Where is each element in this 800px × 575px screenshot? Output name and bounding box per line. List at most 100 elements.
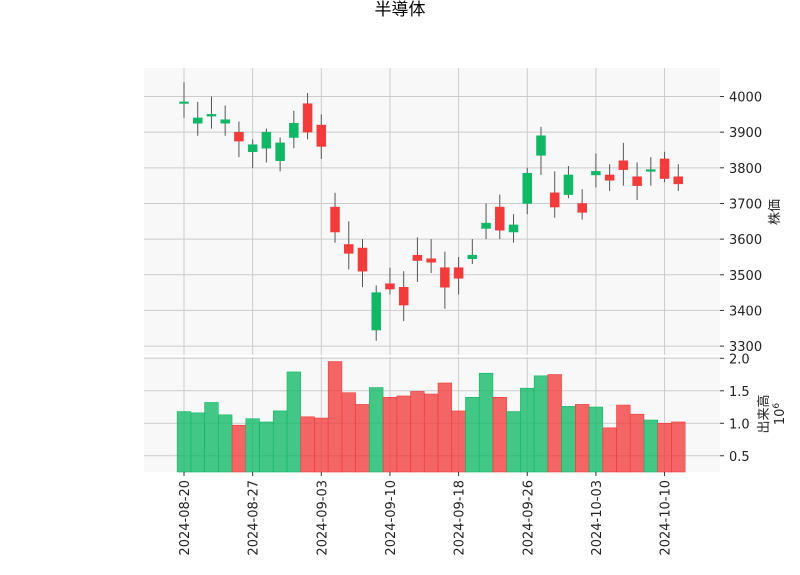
candle-body (591, 171, 601, 176)
volume-bar (629, 413, 645, 473)
candle-body (398, 287, 409, 306)
price-tick-label: 3600 (729, 233, 762, 248)
x-tick-label: 2024-10-03 (590, 480, 605, 556)
candle-body (247, 144, 258, 153)
candle-body (357, 247, 368, 272)
volume-bar (533, 375, 549, 473)
candle-body (206, 114, 217, 117)
candle-body (495, 206, 505, 231)
volume-bar (245, 418, 260, 473)
volume-bar (218, 414, 233, 473)
axes: 3300 3400 3500 3600 3700 3800 3900 4000 0.5 1.0 1.… (178, 91, 762, 556)
volume-bar (176, 411, 192, 473)
x-tick-label: 2024-09-03 (315, 480, 330, 556)
volume-bar (327, 361, 343, 473)
volume-axis-unit: 106 (772, 403, 788, 426)
volume-bar (259, 421, 274, 473)
volume-bar (396, 395, 411, 473)
volume-bar (355, 404, 370, 473)
volume-bar (643, 419, 658, 473)
price-tick-label: 3700 (729, 197, 762, 212)
candle-body (344, 244, 354, 254)
volume-bar (423, 393, 439, 473)
candle-body (467, 254, 478, 259)
chart-title: 半導体 (375, 0, 426, 20)
candle-body (426, 258, 436, 263)
volume-bar (369, 387, 384, 473)
candle-body (659, 158, 670, 179)
x-tick-label: 2024-09-26 (521, 480, 536, 556)
candle-body (673, 176, 684, 185)
candle-body (330, 206, 340, 233)
candle-body (549, 192, 560, 208)
volume-bar (588, 406, 604, 473)
volume-bar (190, 412, 205, 473)
volume-bar (520, 387, 535, 473)
candle-body (220, 119, 230, 124)
candle-body (522, 172, 532, 204)
candle-body (508, 224, 519, 233)
candle-body (453, 267, 464, 279)
volume-bar (561, 406, 576, 473)
price-tick-label: 3800 (729, 162, 762, 177)
price-panel-background (144, 68, 720, 355)
candle-body (302, 103, 313, 133)
candle-body (577, 203, 587, 213)
volume-axis-label: 出来高 (756, 394, 772, 433)
price-axis-label: 株価 (768, 199, 783, 225)
volume-bar (465, 396, 480, 473)
volume-bar (671, 421, 686, 473)
candle-body (481, 222, 491, 229)
volume-bar (410, 391, 425, 473)
candle-body (604, 174, 615, 181)
price-tick-label: 4000 (729, 91, 762, 106)
price-tick-label: 3400 (729, 304, 762, 319)
x-tick-label: 2024-08-27 (247, 480, 262, 556)
volume-bar (602, 427, 617, 473)
volume-bar (478, 372, 494, 473)
volume-tick-label: 1.5 (729, 385, 750, 400)
volume-bars (176, 361, 686, 473)
price-tick-label: 3500 (729, 269, 762, 284)
volume-bar (286, 371, 301, 473)
volume-bar (204, 402, 219, 473)
candle-body (646, 169, 656, 172)
volume-bar (492, 396, 507, 473)
candle-body (536, 135, 546, 156)
candle-body (563, 174, 574, 195)
volume-bar (657, 422, 672, 473)
volume-bar (341, 392, 356, 473)
volume-bar (300, 416, 315, 473)
x-tick-label: 2024-09-10 (384, 480, 399, 556)
candle-body (371, 292, 381, 331)
volume-bar (451, 410, 466, 473)
volume-bar (272, 410, 288, 473)
volume-bar (575, 404, 590, 473)
x-tick-label: 2024-09-18 (453, 480, 468, 556)
candle-body (234, 131, 244, 142)
candle-body (192, 117, 203, 124)
candle-body (440, 267, 450, 288)
volume-bar (616, 404, 631, 473)
volume-tick-label: 0.5 (729, 450, 750, 465)
candle-body (261, 131, 272, 149)
volume-bar (506, 411, 521, 473)
candle-body (316, 124, 327, 147)
x-tick-label: 2024-08-20 (178, 480, 193, 556)
candle-body (632, 176, 642, 186)
volume-tick-label: 1.0 (729, 417, 750, 432)
candlesticks (179, 82, 684, 341)
volume-bar (437, 382, 453, 473)
candle-body (618, 160, 629, 170)
candle-body (412, 254, 423, 261)
candle-body (179, 101, 189, 104)
volume-bar (314, 417, 329, 473)
price-tick-label: 3900 (729, 126, 762, 141)
volume-bar (231, 424, 247, 473)
volume-tick-label: 2.0 (729, 352, 750, 367)
x-tick-label: 2024-10-10 (659, 480, 674, 556)
candle-body (275, 142, 285, 161)
volume-bar (547, 374, 562, 473)
